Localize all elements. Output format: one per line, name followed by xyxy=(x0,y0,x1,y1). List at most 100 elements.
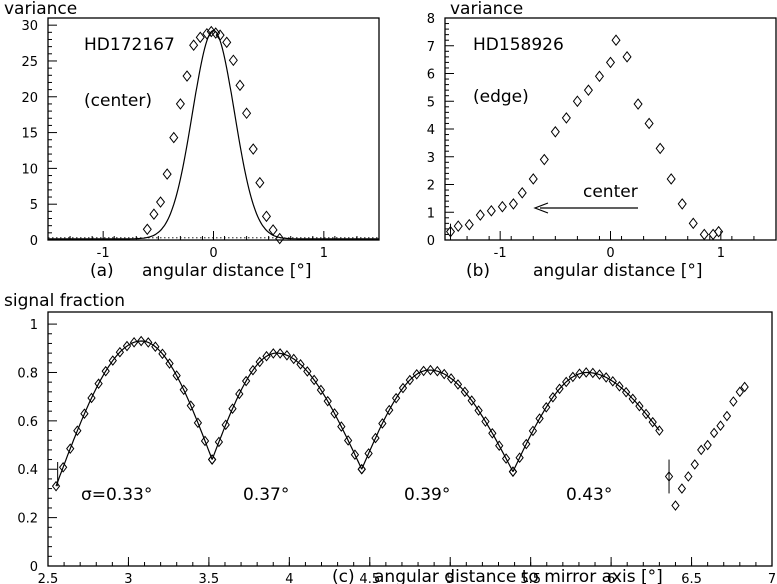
x-tick-label: -1 xyxy=(494,246,507,261)
data-point xyxy=(186,400,195,411)
y-tick-label: 0 xyxy=(427,234,435,249)
data-point xyxy=(162,168,172,180)
data-point xyxy=(464,218,474,231)
x-tick-label: 4 xyxy=(285,572,293,584)
x-tick-label: 1 xyxy=(320,246,328,261)
data-point xyxy=(548,391,558,403)
y-tick-label: 1 xyxy=(30,318,38,333)
data-point xyxy=(262,350,271,362)
data-point xyxy=(550,125,560,138)
x-tick-label: 6.5 xyxy=(681,572,702,584)
y-tick-label: 5 xyxy=(30,198,38,213)
data-point xyxy=(371,432,380,444)
y-axis-label: variance xyxy=(450,0,523,19)
y-tick-label: 7 xyxy=(427,40,435,55)
data-point xyxy=(115,346,125,358)
data-point xyxy=(588,367,597,379)
data-point xyxy=(562,376,571,388)
sigma-label: 0.39° xyxy=(404,485,450,505)
data-point xyxy=(644,117,654,130)
data-point xyxy=(575,368,584,380)
data-point xyxy=(608,376,617,387)
data-point xyxy=(488,427,497,439)
data-point xyxy=(242,107,252,120)
y-tick-label: 25 xyxy=(21,55,38,70)
data-point xyxy=(330,408,339,419)
data-point xyxy=(528,425,538,437)
data-point xyxy=(561,112,571,124)
data-point xyxy=(716,420,725,432)
data-point xyxy=(275,348,285,359)
y-tick-label: 30 xyxy=(21,19,38,34)
data-point xyxy=(740,381,749,393)
data-point xyxy=(241,375,251,387)
y-tick-label: 2 xyxy=(427,179,435,194)
arrow-head xyxy=(533,202,549,214)
data-point xyxy=(101,365,110,377)
data-point xyxy=(475,209,485,221)
data-point xyxy=(255,176,265,189)
data-point xyxy=(481,416,490,427)
panel-b: 0 1 2 3 4 5 6 7 8 -1 0 1 variance (b) angular distance… xyxy=(427,0,777,281)
x-tick-label: 0 xyxy=(209,246,217,261)
data-point xyxy=(655,425,664,436)
data-point xyxy=(182,70,192,82)
data-point xyxy=(200,435,210,447)
data-point xyxy=(582,367,591,378)
data-point xyxy=(535,413,544,424)
y-tick-label: 0.2 xyxy=(17,512,38,527)
y-tick-label: 1 xyxy=(427,206,435,221)
data-point xyxy=(202,27,212,40)
data-point xyxy=(357,463,366,475)
panel-c: 0 0.2 0.4 0.6 0.8 1 2.5 3 3.5 4 4.5 5 5.5 6 6.5 7 signal… xyxy=(4,291,776,584)
data-point xyxy=(677,483,687,494)
data-point xyxy=(486,205,496,217)
data-point xyxy=(453,220,463,232)
data-point xyxy=(621,386,631,398)
data-point xyxy=(677,198,687,210)
fit-curve xyxy=(512,371,660,472)
data-point xyxy=(261,210,271,223)
data-point xyxy=(684,471,693,482)
data-point xyxy=(255,356,264,368)
data-point xyxy=(508,466,518,477)
data-point xyxy=(542,401,551,413)
data-point xyxy=(175,98,185,110)
data-point xyxy=(169,131,179,144)
x-tick-label: 3.5 xyxy=(199,572,220,584)
data-point xyxy=(248,143,258,155)
data-point xyxy=(568,371,578,383)
data-point xyxy=(641,408,651,420)
data-point xyxy=(515,452,524,464)
data-point xyxy=(572,95,582,108)
data-point xyxy=(601,372,611,383)
data-point xyxy=(207,454,217,465)
data-point xyxy=(628,393,637,405)
x-axis-label: angular distance to mirror axis [°] xyxy=(374,567,663,584)
data-point xyxy=(189,39,199,52)
data-point xyxy=(235,388,244,400)
data-point xyxy=(722,410,732,422)
data-point xyxy=(94,378,103,389)
data-point xyxy=(364,448,373,459)
data-point xyxy=(296,359,305,370)
data-point xyxy=(729,396,738,407)
data-point xyxy=(735,386,744,398)
position-note: (edge) xyxy=(473,87,529,107)
data-point xyxy=(467,395,476,406)
data-point xyxy=(58,461,68,473)
data-point xyxy=(215,29,225,42)
data-point xyxy=(158,348,167,360)
data-point xyxy=(149,208,159,221)
data-point xyxy=(66,443,75,454)
fit-curve xyxy=(211,352,363,470)
data-point xyxy=(655,142,665,155)
y-tick-label: 6 xyxy=(427,68,435,83)
data-point xyxy=(460,386,469,398)
data-point xyxy=(501,453,511,464)
data-point xyxy=(412,368,421,380)
data-point xyxy=(51,480,61,492)
y-tick-label: 0 xyxy=(30,560,38,575)
data-point xyxy=(165,358,174,369)
data-point xyxy=(405,374,414,386)
